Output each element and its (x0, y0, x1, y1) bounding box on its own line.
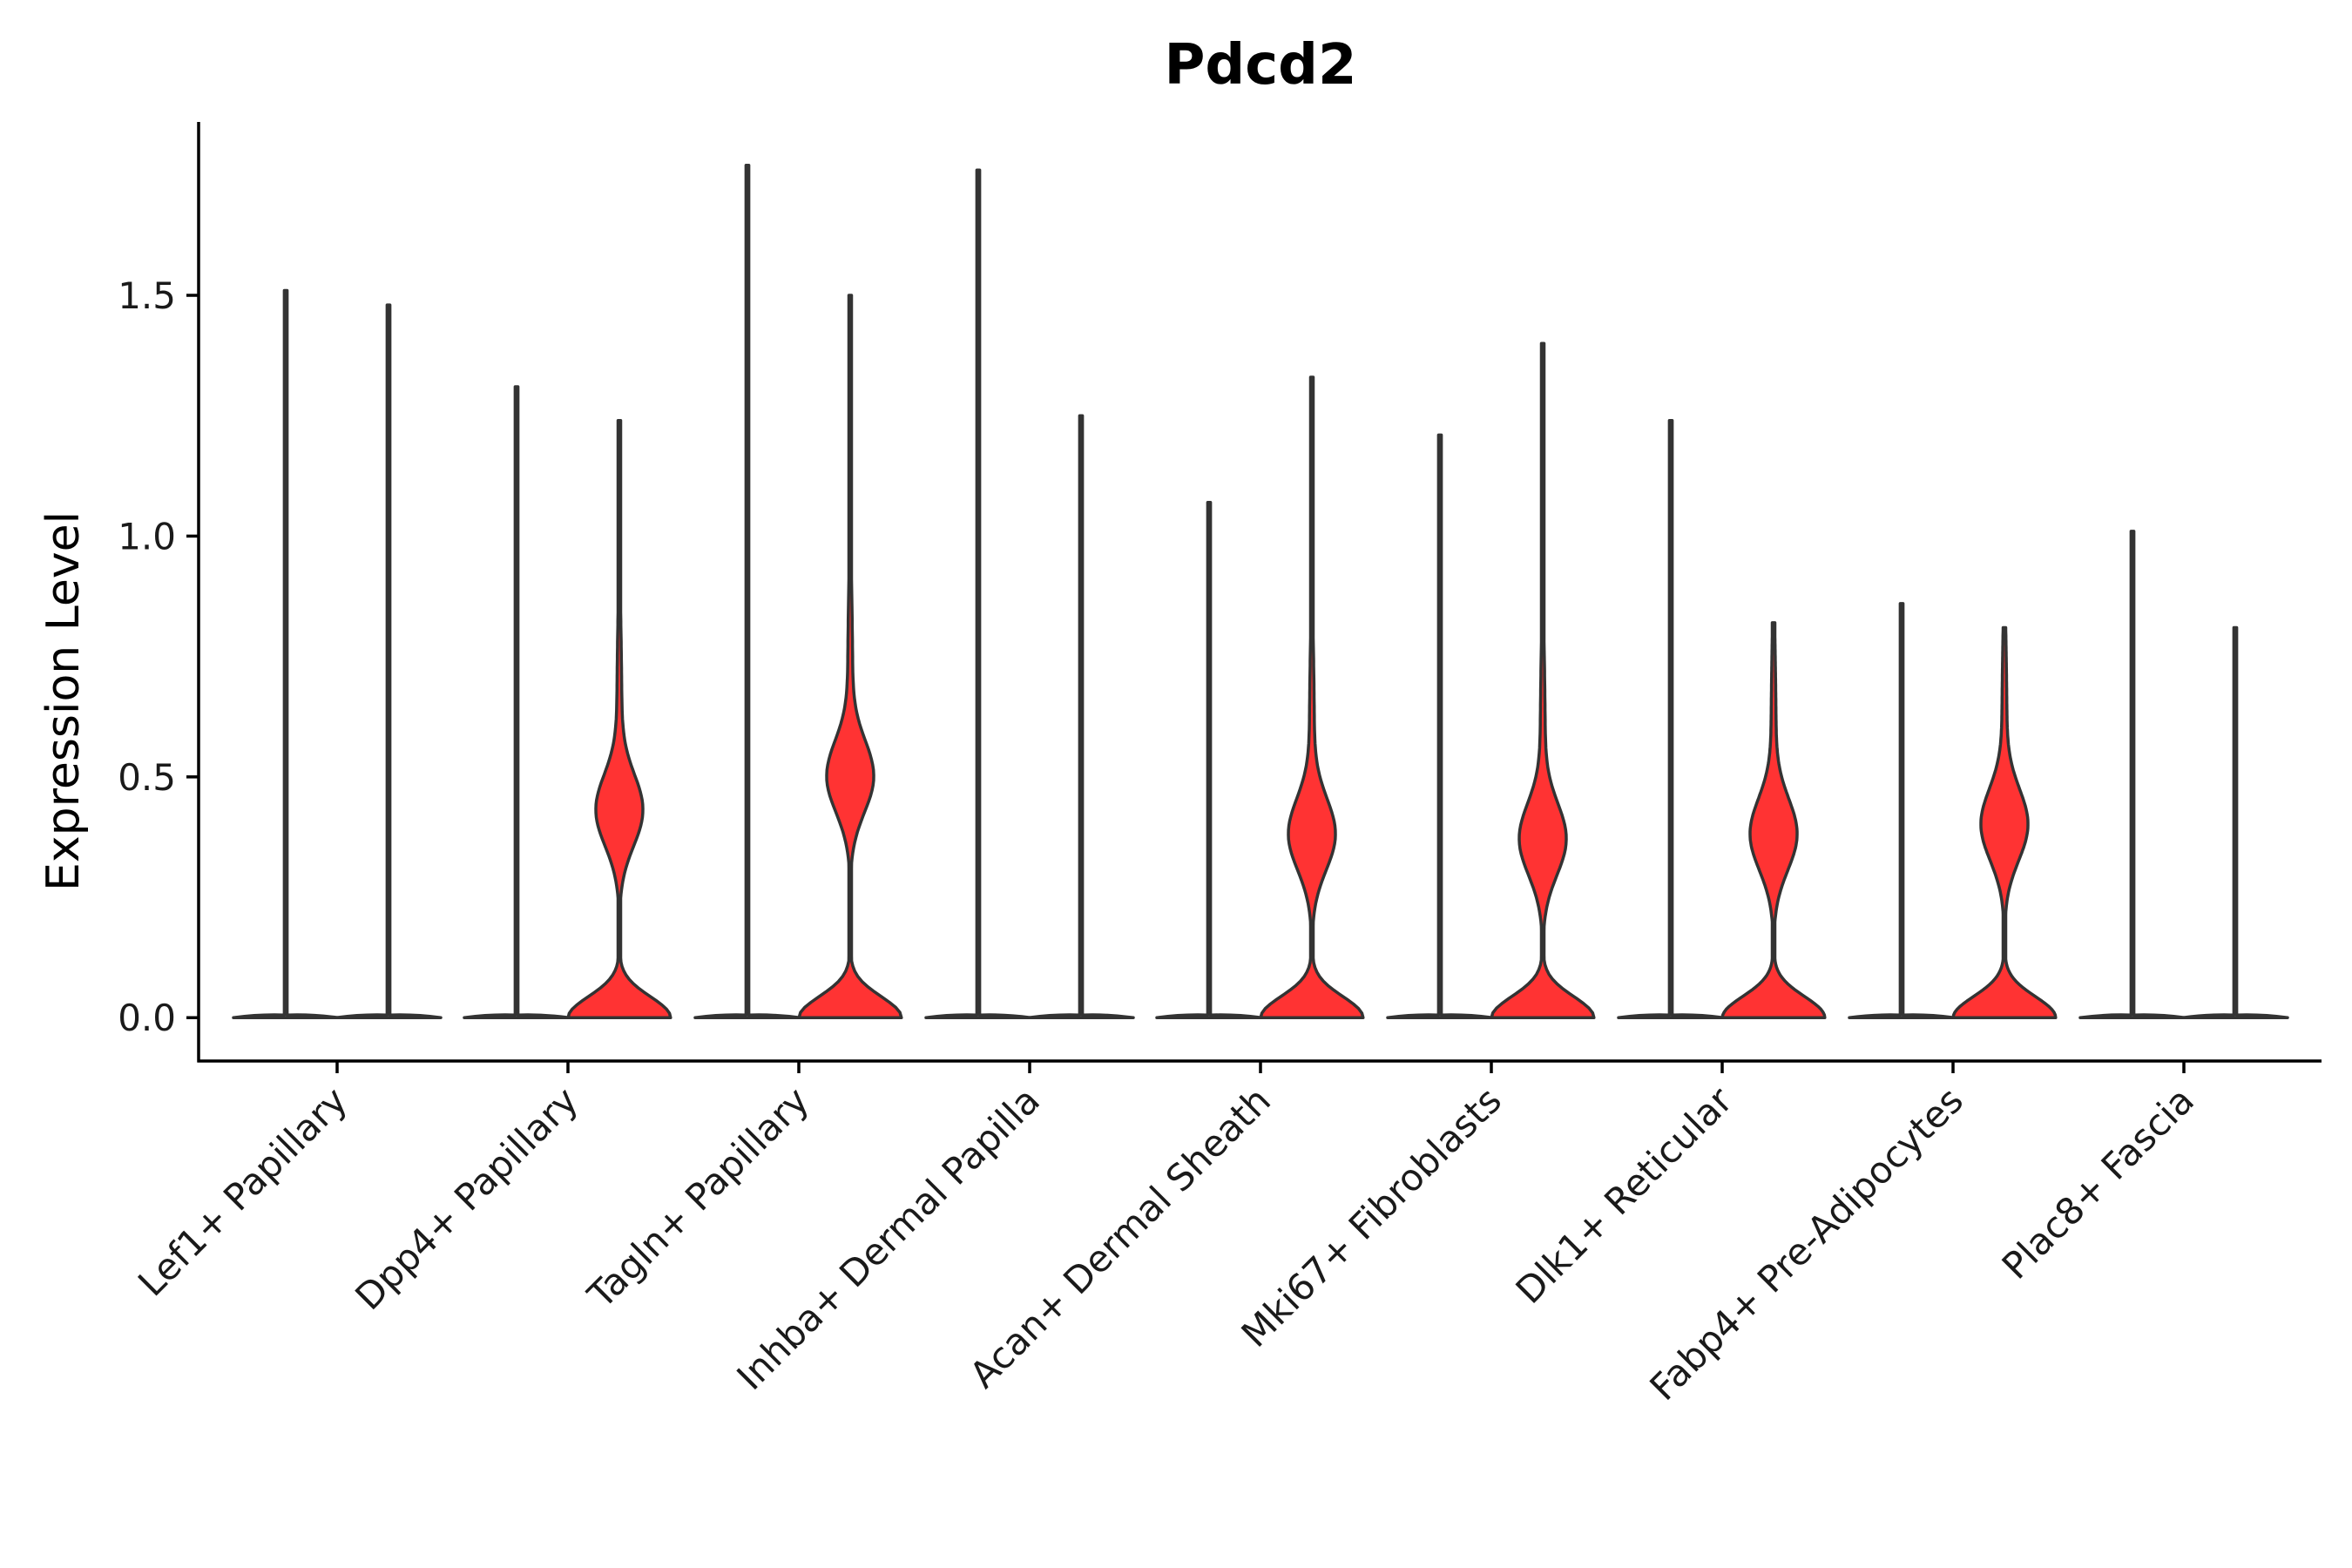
violin-group1-7 (1848, 602, 1956, 1019)
violin-group1-4 (1155, 500, 1263, 1019)
violin-group1-5 (1386, 433, 1494, 1019)
violin-group2-3 (1027, 414, 1135, 1019)
x-tick-label-1: Dpp4+ Papillary (347, 1078, 586, 1318)
chart-title: Pdcd2 (1165, 33, 1357, 98)
violin-group2-7 (1951, 625, 2058, 1019)
x-tick-label-8: Plac8+ Fascia (1994, 1078, 2202, 1287)
y-tick-label-3: 1.5 (118, 274, 176, 317)
x-tick-label-0: Lef1+ Papillary (130, 1078, 355, 1304)
y-tick-label-2: 1.0 (118, 515, 176, 558)
y-axis-label: Expression Level (37, 511, 90, 891)
violin-group2-1 (566, 418, 672, 1019)
violin-group2-5 (1490, 341, 1596, 1019)
violin-group2-8 (2181, 625, 2289, 1019)
violin-group1-3 (924, 168, 1032, 1019)
violin-group1-2 (693, 164, 801, 1019)
x-tick-label-6: Dlk1+ Reticular (1508, 1078, 1741, 1312)
x-tick-label-5: Mki67+ Fibroblasts (1233, 1078, 1510, 1355)
violin-group2-0 (335, 303, 443, 1019)
violin-group1-8 (2078, 530, 2186, 1019)
violin-group1-1 (463, 385, 571, 1019)
x-tick-label-2: Tagln+ Papillary (579, 1078, 817, 1316)
violin-group1-6 (1617, 418, 1725, 1019)
violin-group2-4 (1259, 375, 1365, 1019)
violin-group2-2 (797, 294, 903, 1019)
violin-group1-0 (232, 288, 340, 1019)
y-tick-label-0: 0.0 (118, 997, 176, 1039)
violins-group (232, 164, 2289, 1019)
violin-group2-6 (1720, 621, 1827, 1019)
y-tick-label-1: 0.5 (118, 756, 176, 799)
